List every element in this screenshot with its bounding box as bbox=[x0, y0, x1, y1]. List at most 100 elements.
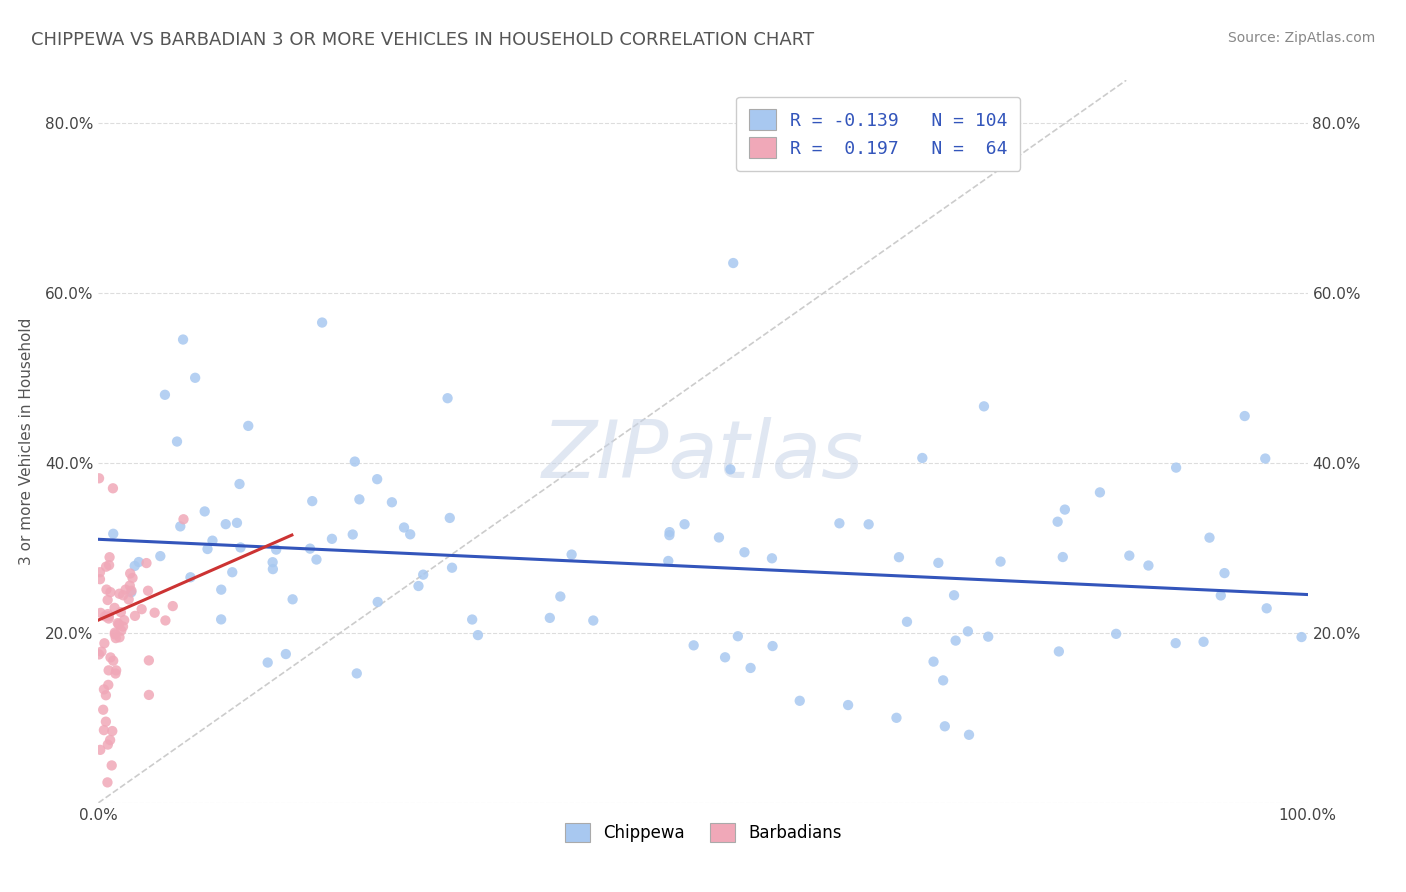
Point bbox=[828, 516, 851, 531]
Point bbox=[94, 609, 117, 624]
Point bbox=[658, 525, 681, 540]
Point bbox=[87, 471, 110, 485]
Point bbox=[886, 711, 908, 725]
Point bbox=[723, 256, 745, 270]
Point bbox=[184, 371, 207, 385]
Point bbox=[103, 526, 125, 541]
Point bbox=[221, 566, 243, 580]
Point bbox=[112, 613, 135, 627]
Point bbox=[120, 585, 142, 599]
Point bbox=[169, 519, 191, 533]
Point bbox=[96, 582, 118, 597]
Legend: Chippewa, Barbadians: Chippewa, Barbadians bbox=[558, 816, 848, 848]
Point bbox=[262, 555, 284, 569]
Point bbox=[103, 654, 125, 668]
Point bbox=[87, 648, 110, 662]
Point bbox=[111, 619, 134, 633]
Point bbox=[121, 583, 143, 598]
Point bbox=[1046, 515, 1069, 529]
Point bbox=[143, 606, 166, 620]
Y-axis label: 3 or more Vehicles in Household: 3 or more Vehicles in Household bbox=[18, 318, 34, 566]
Point bbox=[896, 615, 918, 629]
Point bbox=[91, 703, 114, 717]
Point bbox=[1164, 460, 1187, 475]
Point bbox=[301, 494, 323, 508]
Point bbox=[104, 627, 127, 641]
Point bbox=[97, 611, 120, 625]
Point bbox=[408, 579, 430, 593]
Point bbox=[155, 614, 177, 628]
Point bbox=[837, 698, 859, 712]
Point bbox=[1137, 558, 1160, 573]
Point bbox=[761, 551, 783, 566]
Text: CHIPPEWA VS BARBADIAN 3 OR MORE VEHICLES IN HOUSEHOLD CORRELATION CHART: CHIPPEWA VS BARBADIAN 3 OR MORE VEHICLES… bbox=[31, 31, 814, 49]
Point bbox=[104, 666, 127, 681]
Point bbox=[943, 588, 966, 602]
Point bbox=[120, 566, 142, 581]
Point bbox=[96, 775, 118, 789]
Point bbox=[707, 531, 730, 545]
Point bbox=[321, 532, 343, 546]
Point bbox=[101, 481, 124, 495]
Point bbox=[110, 624, 132, 638]
Point bbox=[858, 517, 880, 532]
Point bbox=[104, 631, 127, 645]
Point bbox=[945, 633, 967, 648]
Point bbox=[392, 520, 415, 534]
Point bbox=[100, 585, 122, 599]
Point bbox=[561, 548, 583, 562]
Point bbox=[93, 682, 115, 697]
Point bbox=[131, 602, 153, 616]
Point bbox=[93, 636, 115, 650]
Point bbox=[714, 650, 737, 665]
Point bbox=[761, 639, 783, 653]
Point bbox=[108, 587, 131, 601]
Point bbox=[89, 743, 111, 757]
Point bbox=[682, 638, 704, 652]
Point bbox=[311, 316, 333, 330]
Point bbox=[1209, 589, 1232, 603]
Point bbox=[1105, 627, 1128, 641]
Point bbox=[281, 592, 304, 607]
Point bbox=[162, 599, 184, 613]
Point bbox=[228, 477, 250, 491]
Point bbox=[97, 609, 120, 624]
Point bbox=[1198, 531, 1220, 545]
Point bbox=[342, 527, 364, 541]
Point bbox=[381, 495, 404, 509]
Point bbox=[1233, 409, 1256, 423]
Point bbox=[209, 582, 232, 597]
Point bbox=[412, 567, 434, 582]
Point bbox=[107, 617, 129, 632]
Point bbox=[305, 552, 328, 566]
Point bbox=[922, 655, 945, 669]
Point bbox=[1118, 549, 1140, 563]
Point bbox=[136, 583, 159, 598]
Point bbox=[108, 631, 131, 645]
Point bbox=[100, 758, 122, 772]
Point bbox=[97, 593, 120, 607]
Point bbox=[957, 728, 980, 742]
Point bbox=[887, 550, 910, 565]
Point bbox=[658, 528, 681, 542]
Point bbox=[179, 570, 201, 584]
Point bbox=[94, 714, 117, 729]
Point bbox=[118, 592, 141, 607]
Point bbox=[98, 733, 121, 747]
Point bbox=[1291, 630, 1313, 644]
Text: Source: ZipAtlas.com: Source: ZipAtlas.com bbox=[1227, 31, 1375, 45]
Point bbox=[927, 556, 949, 570]
Point bbox=[121, 571, 143, 585]
Point bbox=[97, 738, 120, 752]
Point bbox=[90, 606, 112, 620]
Point bbox=[135, 556, 157, 570]
Point bbox=[740, 661, 762, 675]
Point bbox=[173, 512, 195, 526]
Point bbox=[90, 645, 112, 659]
Point bbox=[436, 391, 458, 405]
Point bbox=[550, 590, 572, 604]
Point bbox=[97, 664, 120, 678]
Point bbox=[973, 400, 995, 414]
Point bbox=[94, 559, 117, 574]
Point bbox=[101, 724, 124, 739]
